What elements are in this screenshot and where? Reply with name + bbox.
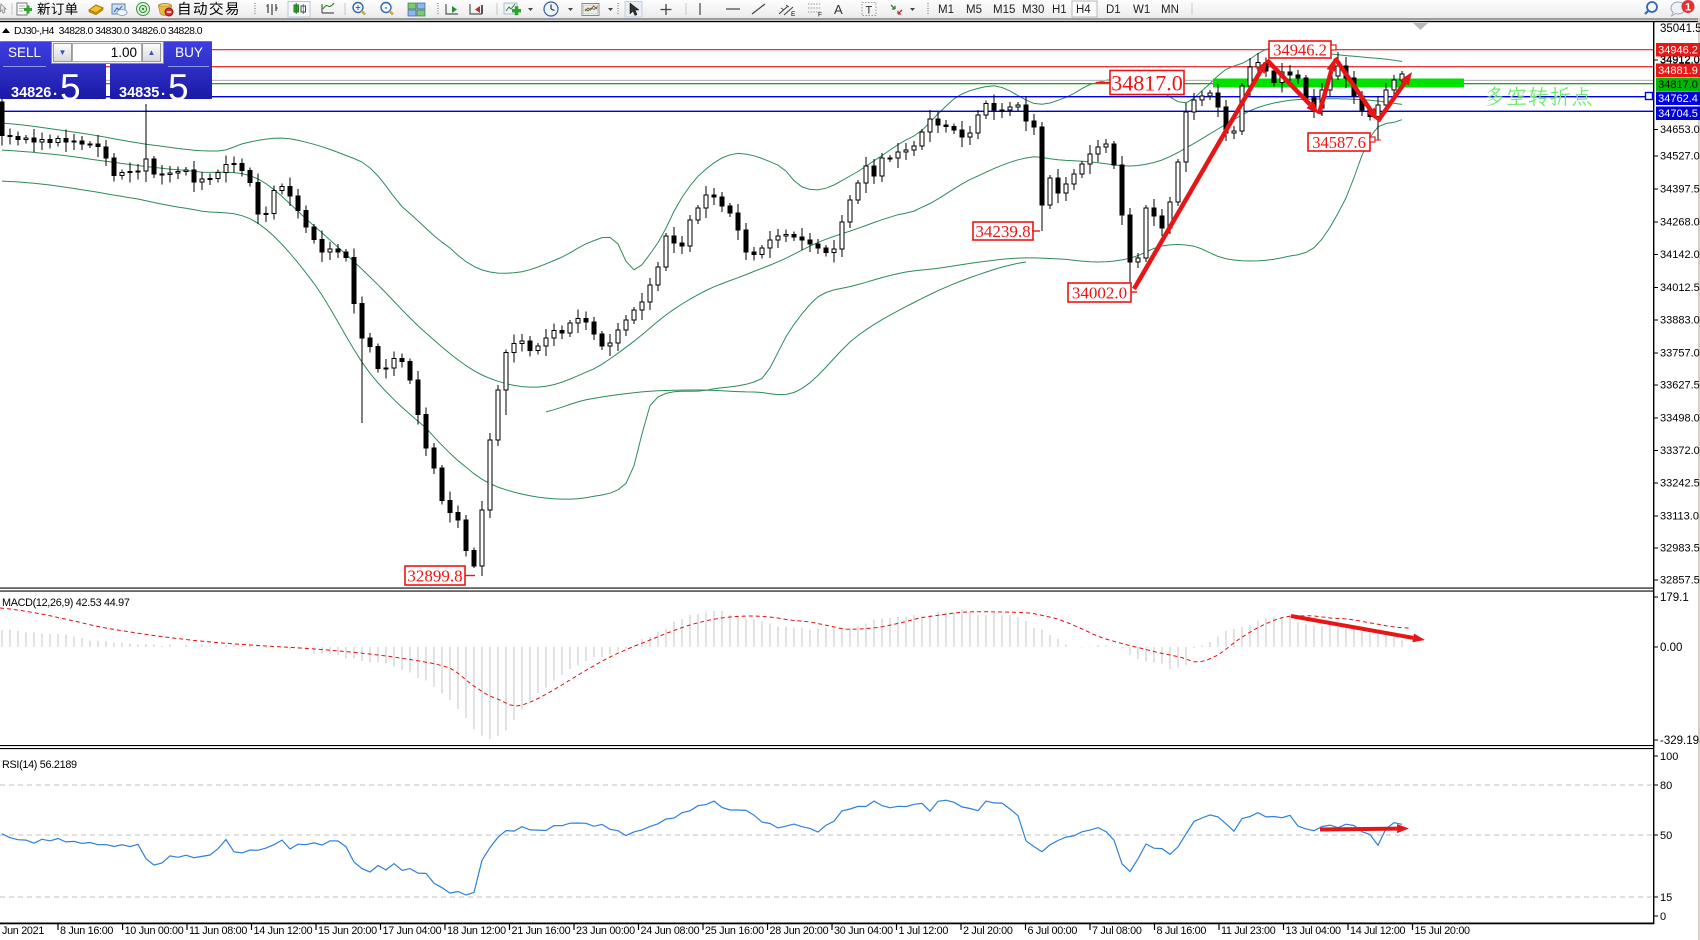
svg-text:14 Jul 12:00: 14 Jul 12:00 — [1350, 925, 1406, 937]
svg-text:E: E — [791, 11, 796, 18]
svg-text:H1: H1 — [1052, 4, 1067, 16]
svg-text:-329.19: -329.19 — [1660, 735, 1699, 747]
svg-text:34527.0: 34527.0 — [1660, 151, 1700, 163]
svg-text:11 Jun 08:00: 11 Jun 08:00 — [189, 925, 247, 937]
svg-text:A: A — [834, 2, 843, 17]
svg-text:32983.5: 32983.5 — [1660, 543, 1700, 555]
svg-text:34653.0: 34653.0 — [1660, 124, 1700, 136]
svg-text:MACD(12,26,9) 42.53 44.97: MACD(12,26,9) 42.53 44.97 — [2, 597, 130, 609]
svg-text:34142.0: 34142.0 — [1660, 249, 1700, 261]
svg-text:28 Jun 20:00: 28 Jun 20:00 — [770, 925, 829, 937]
svg-text:M1: M1 — [938, 4, 954, 16]
svg-text:0.00: 0.00 — [1660, 642, 1682, 654]
svg-text:Jun 2021: Jun 2021 — [2, 925, 44, 937]
svg-text:6 Jul 00:00: 6 Jul 00:00 — [1028, 925, 1078, 937]
svg-text:0: 0 — [1660, 911, 1666, 923]
svg-text:32857.5: 32857.5 — [1660, 575, 1700, 587]
svg-text:14 Jun 12:00: 14 Jun 12:00 — [254, 925, 313, 937]
svg-text:34012.5: 34012.5 — [1660, 282, 1700, 294]
svg-text:33498.0: 33498.0 — [1660, 413, 1700, 425]
svg-text:18 Jun 12:00: 18 Jun 12:00 — [447, 925, 506, 937]
svg-text:100: 100 — [1660, 751, 1678, 763]
svg-text:T: T — [866, 5, 873, 17]
svg-text:33372.0: 33372.0 — [1660, 445, 1700, 457]
svg-text:34946.2: 34946.2 — [1658, 44, 1698, 56]
svg-text:17 Jun 04:00: 17 Jun 04:00 — [383, 925, 442, 937]
svg-text:179.1: 179.1 — [1660, 592, 1689, 604]
svg-text:33113.0: 33113.0 — [1660, 511, 1699, 523]
svg-text:23 Jun 00:00: 23 Jun 00:00 — [576, 925, 635, 937]
svg-text:M15: M15 — [993, 4, 1015, 16]
svg-text:21 Jun 16:00: 21 Jun 16:00 — [512, 925, 571, 937]
svg-text:34817.0: 34817.0 — [1658, 79, 1698, 91]
svg-text:15 Jun 20:00: 15 Jun 20:00 — [318, 925, 377, 937]
svg-text:34881.9: 34881.9 — [1658, 65, 1698, 77]
svg-text:34762.4: 34762.4 — [1658, 93, 1698, 105]
svg-text:34704.5: 34704.5 — [1658, 108, 1698, 120]
svg-text:-: - — [385, 3, 388, 13]
svg-text:24 Jun 08:00: 24 Jun 08:00 — [641, 925, 700, 937]
svg-text:34397.5: 34397.5 — [1660, 184, 1700, 196]
svg-text:2 Jul 20:00: 2 Jul 20:00 — [963, 925, 1013, 937]
svg-text:33242.5: 33242.5 — [1660, 478, 1700, 490]
svg-text:15 Jul 20:00: 15 Jul 20:00 — [1415, 925, 1471, 937]
svg-text:11 Jul 23:00: 11 Jul 23:00 — [1221, 925, 1276, 937]
svg-text:34587.6: 34587.6 — [1312, 133, 1366, 152]
svg-text:+: + — [355, 3, 360, 13]
svg-text:1: 1 — [1685, 2, 1691, 14]
svg-text:25 Jun 16:00: 25 Jun 16:00 — [705, 925, 764, 937]
svg-text:34817.0: 34817.0 — [1111, 70, 1183, 95]
svg-text:80: 80 — [1660, 780, 1672, 792]
svg-text:34002.0: 34002.0 — [1072, 284, 1127, 303]
svg-text:D1: D1 — [1106, 4, 1121, 16]
svg-text:34268.0: 34268.0 — [1660, 217, 1700, 229]
svg-text:32899.8: 32899.8 — [407, 567, 462, 586]
svg-text:MN: MN — [1161, 4, 1179, 16]
svg-text:35041.5: 35041.5 — [1660, 23, 1700, 35]
svg-text:30 Jun 04:00: 30 Jun 04:00 — [834, 925, 893, 937]
svg-text:M5: M5 — [966, 4, 982, 16]
svg-text:33757.0: 33757.0 — [1660, 348, 1700, 360]
svg-text:F: F — [818, 12, 822, 19]
svg-text:8 Jul 16:00: 8 Jul 16:00 — [1157, 925, 1207, 937]
svg-text:M30: M30 — [1022, 4, 1044, 16]
svg-text:8 Jun 16:00: 8 Jun 16:00 — [60, 925, 113, 937]
svg-text:W1: W1 — [1133, 4, 1150, 16]
svg-text:33883.0: 33883.0 — [1660, 315, 1700, 327]
svg-text:33627.5: 33627.5 — [1660, 380, 1700, 392]
svg-text:34239.8: 34239.8 — [975, 222, 1030, 241]
svg-text:RSI(14) 56.2189: RSI(14) 56.2189 — [2, 759, 77, 771]
svg-text:10 Jun 00:00: 10 Jun 00:00 — [125, 925, 184, 937]
svg-text:34946.2: 34946.2 — [1273, 40, 1327, 59]
svg-text:7 Jul 08:00: 7 Jul 08:00 — [1092, 925, 1142, 937]
svg-text:DJ30-,H4 34828.0 34830.0 3482: DJ30-,H4 34828.0 34830.0 34826.0 34828.0 — [14, 26, 203, 37]
svg-text:13 Jul 04:00: 13 Jul 04:00 — [1286, 925, 1342, 937]
svg-text:34912.0: 34912.0 — [1660, 54, 1700, 66]
svg-text:15: 15 — [1660, 892, 1672, 904]
svg-text:1 Jul 12:00: 1 Jul 12:00 — [899, 925, 949, 937]
svg-text:50: 50 — [1660, 830, 1672, 842]
svg-text:H4: H4 — [1076, 4, 1091, 16]
